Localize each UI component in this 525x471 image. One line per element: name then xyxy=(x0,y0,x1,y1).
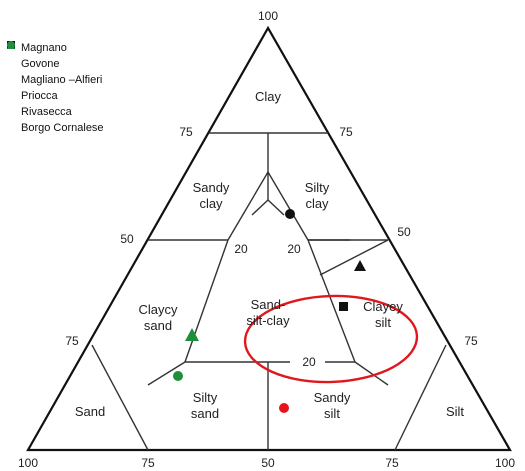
axis-label-bottom-75: 75 xyxy=(141,456,155,470)
legend-label: Magnano xyxy=(21,42,67,54)
region-clayey-silt-line1: Clayey xyxy=(363,299,403,314)
highlight-ellipse xyxy=(243,294,419,384)
axis-label-left-25: 75 xyxy=(65,334,79,348)
inner-left-edge xyxy=(227,171,269,241)
marker-priocca xyxy=(354,260,366,271)
region-silty-clay-line2: clay xyxy=(305,196,329,211)
marker-magliano-alfieri xyxy=(339,302,348,311)
inner-label-right-20: 20 xyxy=(287,242,301,256)
region-clay: Clay xyxy=(255,89,282,104)
legend-item-borgo-cornalese: Borgo Cornalese xyxy=(6,41,104,136)
legend-item-priocca: Priocca xyxy=(6,41,104,104)
axis-label-left-50: 50 xyxy=(120,232,134,246)
legend-item-magliano-alfieri: Magliano –Alfieri xyxy=(6,41,104,88)
axis-label-right-75: 75 xyxy=(339,125,353,139)
green-triangle-icon xyxy=(6,41,16,133)
legend-label: Borgo Cornalese xyxy=(21,122,104,134)
region-sandy-clay-line1: Sandy xyxy=(193,180,230,195)
axis-label-right-25: 75 xyxy=(464,334,478,348)
sandy-silty-split-left xyxy=(251,199,269,216)
marker-borgo-cornalese xyxy=(185,328,199,341)
legend-item-rivasecca: Rivasecca xyxy=(6,41,104,120)
legend-label: Govone xyxy=(21,58,60,70)
silty-sand-divider xyxy=(147,361,186,386)
region-sandy-clay-line2: clay xyxy=(199,196,223,211)
region-sandy-silt-line1: Sandy xyxy=(314,390,351,405)
silt-boundary xyxy=(394,344,447,451)
legend-label: Magliano –Alfieri xyxy=(21,74,103,86)
sandy-silt-divider xyxy=(354,361,389,386)
region-silty-clay-line1: Silty xyxy=(305,180,330,195)
axis-label-right-50: 50 xyxy=(397,225,411,239)
axis-label-left-75: 75 xyxy=(179,125,193,139)
inner-label-left-20: 20 xyxy=(234,242,248,256)
sand-boundary xyxy=(91,344,149,451)
clayey-silt-diag xyxy=(319,239,389,276)
axis-label-bottom-left: 100 xyxy=(18,456,38,470)
legend: Magnano Govone Magliano –Alfieri Priocca… xyxy=(6,40,104,136)
boundary-lines xyxy=(91,132,447,451)
marker-govone xyxy=(285,209,295,219)
inner-label-bottom-20: 20 xyxy=(302,355,316,369)
region-sand-silt-clay-line1: Sand- xyxy=(251,297,286,312)
black-circle-icon xyxy=(6,41,16,69)
green-circle-icon xyxy=(6,41,16,117)
legend-item-magnano: Magnano xyxy=(6,40,104,56)
region-silty-sand-line2: sand xyxy=(191,406,219,421)
legend-label: Rivasecca xyxy=(21,106,72,118)
triangle-outline xyxy=(26,25,512,452)
marker-rivasecca xyxy=(173,371,183,381)
legend-item-govone: Govone xyxy=(6,41,104,72)
axis-label-bottom-right: 100 xyxy=(495,456,515,470)
inner-left-lower xyxy=(184,239,229,363)
region-claycy-sand-line1: Claycy xyxy=(138,302,178,317)
axis-label-bottom-25: 75 xyxy=(385,456,399,470)
black-square-icon xyxy=(6,41,16,85)
marker-magnano xyxy=(279,403,289,413)
legend-label: Priocca xyxy=(21,90,58,102)
region-sand-silt-clay-line2: silt-clay xyxy=(246,313,290,328)
region-sand: Sand xyxy=(75,404,105,419)
region-clayey-silt-line2: silt xyxy=(375,315,391,330)
inner-right-lower xyxy=(307,239,356,363)
axis-label-bottom-50: 50 xyxy=(261,456,275,470)
sandy-silty-split-right xyxy=(267,199,285,216)
region-silty-sand-line1: Silty xyxy=(193,390,218,405)
inner-right-edge xyxy=(267,171,309,241)
region-sandy-silt-line2: silt xyxy=(324,406,340,421)
region-claycy-sand-line2: sand xyxy=(144,318,172,333)
region-silt: Silt xyxy=(446,404,464,419)
axis-label-top: 100 xyxy=(258,9,278,23)
black-triangle-icon xyxy=(6,41,16,101)
